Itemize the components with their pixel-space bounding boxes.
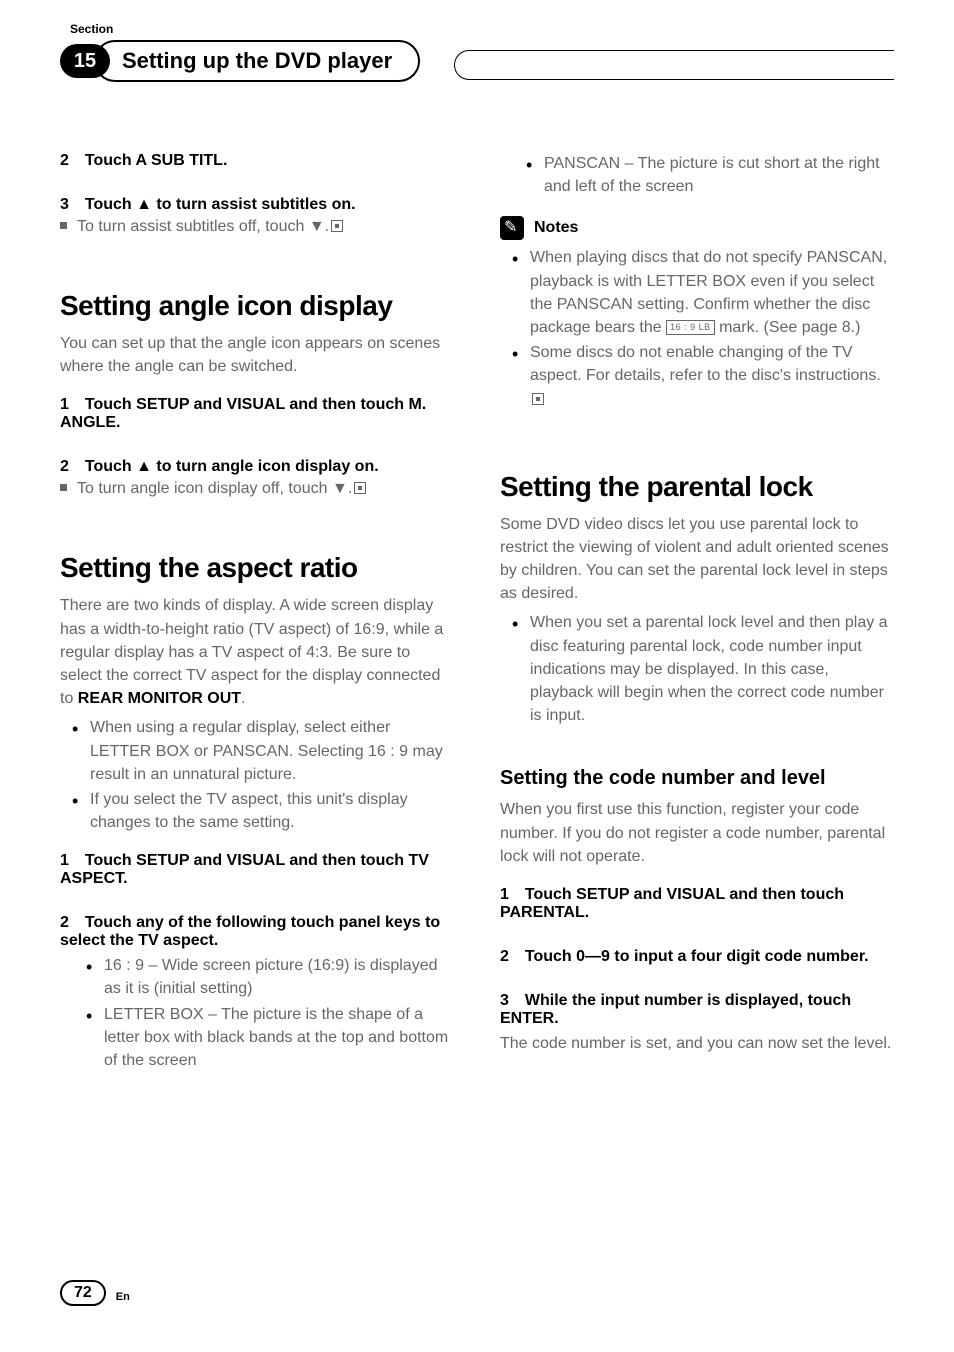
code-step-3: 3 While the input number is displayed, t… <box>500 992 894 1028</box>
aspect-step-2: 2 Touch any of the following touch panel… <box>60 914 454 950</box>
n2t: Some discs do not enable changing of the… <box>530 344 881 384</box>
page-lang: En <box>116 1291 130 1306</box>
step-3-assist-on: 3 Touch ▲ to turn assist subtitles on. <box>60 196 454 214</box>
page-footer: 72 En <box>60 1280 130 1306</box>
ab1f: 16 : 9 <box>368 743 408 760</box>
heading-parental-lock: Setting the parental lock <box>500 471 894 503</box>
angle-intro: You can set up that the angle icon appea… <box>60 332 454 378</box>
opt3k: PANSCAN <box>544 155 620 172</box>
code-intro: When you first use this function, regist… <box>500 798 894 868</box>
ab1c: or <box>190 743 213 760</box>
page-header: Section 15 Setting up the DVD player <box>60 40 894 82</box>
opt1v: – Wide screen picture (16:9) is displaye… <box>104 957 438 997</box>
end-icon <box>532 393 544 405</box>
ab1b: LETTER BOX <box>90 743 190 760</box>
n1a: When playing discs that do not specify <box>530 249 807 266</box>
end-icon <box>354 482 366 494</box>
angle-step-2: 2 Touch ▲ to turn angle icon display on. <box>60 458 454 476</box>
notes-header: Notes <box>500 216 894 240</box>
parental-bullet-1: When you set a parental lock level and t… <box>500 611 894 727</box>
opt1k: 16 : 9 <box>104 957 144 974</box>
aspect-bullets: When using a regular display, select eit… <box>60 716 454 834</box>
step-2-subtitl: 2 Touch A SUB TITL. <box>60 152 454 170</box>
n1f: PANSCAN <box>557 296 633 313</box>
right-column: PANSCAN – The picture is cut short at th… <box>500 152 894 1098</box>
end-icon <box>331 220 343 232</box>
ab1a: When using a regular display, select eit… <box>90 719 390 736</box>
ab1e: . Selecting <box>289 743 368 760</box>
step-3-note-text: To turn assist subtitles off, touch ▼. <box>77 218 329 235</box>
aspect-bullet-2: If you select the TV aspect, this unit's… <box>60 788 454 834</box>
aspect-opt-letterbox: LETTER BOX – The picture is the shape of… <box>60 1003 454 1073</box>
aspect-opt-169: 16 : 9 – Wide screen picture (16:9) is d… <box>60 954 454 1000</box>
section-number-badge: 15 <box>60 44 110 78</box>
heading-aspect-ratio: Setting the aspect ratio <box>60 552 454 584</box>
aspect-bullet-1: When using a regular display, select eit… <box>60 716 454 786</box>
note-2: Some discs do not enable changing of the… <box>500 341 894 411</box>
page-number: 72 <box>60 1280 106 1306</box>
note-1: When playing discs that do not specify P… <box>500 246 894 339</box>
content-columns: 2 Touch A SUB TITL. 3 Touch ▲ to turn as… <box>60 152 894 1098</box>
chapter-title: Setting up the DVD player <box>94 40 420 82</box>
angle-step-2-note-text: To turn angle icon display off, touch ▼. <box>77 480 352 497</box>
notes-icon <box>500 216 524 240</box>
notes-list: When playing discs that do not specify P… <box>500 246 894 410</box>
code-step-1: 1 Touch SETUP and VISUAL and then touch … <box>500 886 894 922</box>
code-step-2: 2 Touch 0—9 to input a four digit code n… <box>500 948 894 966</box>
n1b: PANSCAN <box>807 249 883 266</box>
n1i: mark. (See page 8.) <box>715 319 861 336</box>
aspect-intro: There are two kinds of display. A wide s… <box>60 594 454 710</box>
heading-angle-icon: Setting angle icon display <box>60 290 454 322</box>
aspect-intro-b: REAR MONITOR OUT <box>78 690 241 707</box>
parental-intro: Some DVD video discs let you use parenta… <box>500 513 894 606</box>
section-label: Section <box>70 22 113 36</box>
aspect-opt-panscan: PANSCAN – The picture is cut short at th… <box>500 152 894 198</box>
angle-step-1: 1 Touch SETUP and VISUAL and then touch … <box>60 396 454 432</box>
left-column: 2 Touch A SUB TITL. 3 Touch ▲ to turn as… <box>60 152 454 1098</box>
opt2k: LETTER BOX <box>104 1006 204 1023</box>
aspect-step-1: 1 Touch SETUP and VISUAL and then touch … <box>60 852 454 888</box>
ab1d: PANSCAN <box>213 743 289 760</box>
notes-label: Notes <box>534 219 578 237</box>
header-decor-mask <box>480 54 894 76</box>
aspect-options-cont: PANSCAN – The picture is cut short at th… <box>500 152 894 198</box>
code-step-3-body: The code number is set, and you can now … <box>500 1032 894 1055</box>
aspect-options: 16 : 9 – Wide screen picture (16:9) is d… <box>60 954 454 1072</box>
heading-code-number: Setting the code number and level <box>500 767 894 790</box>
n1d: LETTER BOX <box>647 273 747 290</box>
angle-step-2-note: To turn angle icon display off, touch ▼. <box>60 480 454 498</box>
aspect-intro-c: . <box>241 690 245 707</box>
parental-bullets: When you set a parental lock level and t… <box>500 611 894 727</box>
lb-mark-icon: 16 : 9 LB <box>666 320 715 335</box>
step-3-note: To turn assist subtitles off, touch ▼. <box>60 218 454 236</box>
